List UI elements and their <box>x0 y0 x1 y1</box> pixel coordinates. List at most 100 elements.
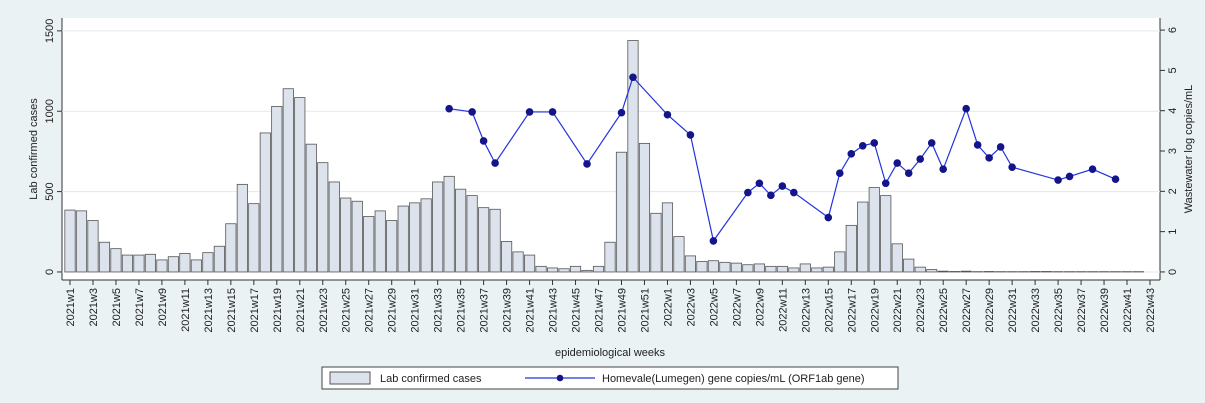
x-tick-label: 2021w29 <box>387 288 399 333</box>
bar <box>638 142 651 273</box>
x-tick-label: 2021w37 <box>479 288 491 333</box>
x-tick-label: 2022w1 <box>662 288 674 327</box>
x-tick-label: 2021w51 <box>639 288 651 333</box>
x-tick-label: 2021w25 <box>341 288 353 333</box>
x-tick-label: 2022w15 <box>823 288 835 333</box>
bar <box>615 151 628 273</box>
y-tick-label: 0 <box>44 269 56 275</box>
bar <box>788 267 800 273</box>
bar <box>144 253 156 273</box>
bar <box>317 162 329 273</box>
bar <box>891 243 903 273</box>
x-tick-label: 2021w23 <box>318 288 330 333</box>
bar <box>455 188 467 273</box>
bar <box>684 255 696 273</box>
x-tick-label: 2021w27 <box>364 288 376 333</box>
marker <box>973 141 982 149</box>
bar <box>914 266 926 273</box>
x-tick-label: 2022w27 <box>961 288 973 333</box>
bar <box>351 200 363 273</box>
bar <box>202 252 214 273</box>
legend-marker <box>556 374 564 382</box>
marker <box>468 108 476 116</box>
bar <box>937 270 949 273</box>
marker <box>755 179 764 188</box>
x-tick-label: 2022w7 <box>731 288 743 327</box>
x-tick-label: 2021w15 <box>226 288 238 333</box>
bar <box>64 209 76 273</box>
bar <box>179 253 191 273</box>
x-tick-label: 2021w3 <box>88 288 100 327</box>
x-axis-title: epidemiological weeks <box>555 347 666 359</box>
bar <box>133 254 145 273</box>
y2-tick-label: 3 <box>1167 148 1179 154</box>
bar <box>328 181 340 273</box>
marker <box>1008 163 1016 171</box>
bar <box>926 269 938 273</box>
x-tick-label: 2022w5 <box>708 288 720 327</box>
x-tick-label: 2021w39 <box>502 288 514 333</box>
x-tick-label: 2022w25 <box>938 288 950 333</box>
bar <box>661 202 674 273</box>
marker <box>790 188 798 197</box>
bar <box>466 195 478 273</box>
bar <box>546 267 559 273</box>
x-tick-label: 2022w43 <box>1145 288 1157 333</box>
x-tick-label: 2021w35 <box>456 288 468 333</box>
bar <box>374 210 386 273</box>
marker <box>1065 172 1074 181</box>
bar <box>432 181 444 273</box>
bar <box>822 266 834 273</box>
bar <box>960 270 972 273</box>
x-tick-label: 2022w3 <box>685 288 697 327</box>
marker <box>663 110 672 119</box>
bar <box>512 251 524 273</box>
bar <box>811 267 823 273</box>
bar <box>282 88 294 273</box>
bar <box>190 259 202 273</box>
bar <box>121 254 134 273</box>
y2-tick-label: 0 <box>1167 269 1179 275</box>
marker <box>916 155 925 163</box>
x-tick-label: 2021w7 <box>134 288 146 327</box>
marker <box>767 191 775 200</box>
x-tick-label: 2022w13 <box>800 288 812 333</box>
bar <box>730 262 742 273</box>
marker <box>939 165 947 173</box>
bar <box>225 223 237 273</box>
bar <box>501 241 513 273</box>
bar <box>834 251 846 273</box>
marker <box>548 108 557 116</box>
x-tick-label: 2022w35 <box>1053 288 1065 333</box>
bar <box>765 265 777 273</box>
x-tick-label: 2021w31 <box>410 288 422 333</box>
legend-box <box>321 366 899 390</box>
x-tick-label: 2022w31 <box>1007 288 1019 333</box>
x-tick-label: 2022w37 <box>1076 288 1088 333</box>
x-tick-label: 2022w17 <box>846 288 858 333</box>
bar <box>857 201 869 273</box>
marker <box>1088 165 1097 173</box>
marker <box>847 150 856 158</box>
marker <box>686 131 695 139</box>
y-tick-label: 1000 <box>44 99 56 123</box>
bar <box>707 260 719 273</box>
marker <box>479 137 488 145</box>
marker <box>962 104 970 113</box>
x-tick-label: 2021w41 <box>525 288 537 333</box>
marker <box>709 237 718 245</box>
legend-swatch <box>329 371 371 385</box>
y2-axis-title: Wastewater log copies/mL <box>1183 85 1195 214</box>
marker <box>491 159 499 167</box>
bar <box>156 259 168 273</box>
bar <box>742 264 754 273</box>
x-tick-label: 2021w49 <box>616 288 628 333</box>
y2-tick-label: 6 <box>1167 27 1179 33</box>
y2-tick-label: 4 <box>1167 108 1179 114</box>
bar <box>75 210 88 273</box>
bar <box>409 202 421 273</box>
x-tick-label: 2022w33 <box>1030 288 1042 333</box>
marker <box>881 179 890 188</box>
bar <box>420 198 432 273</box>
